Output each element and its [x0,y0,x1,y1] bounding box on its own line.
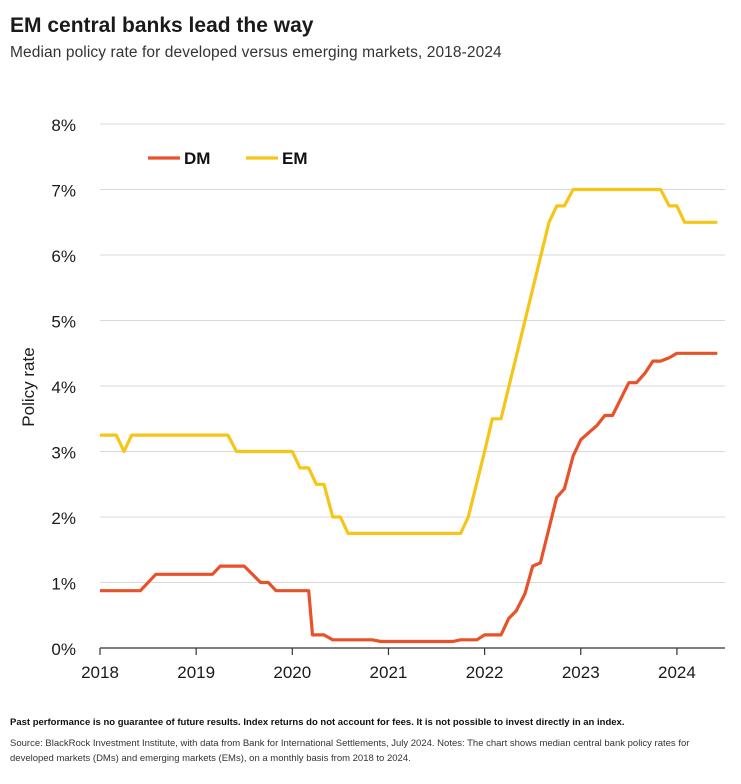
x-tick-label: 2024 [658,663,696,682]
x-axis: 2018 2019 2020 2021 2022 2023 2024 [81,647,725,682]
legend-label-dm: DM [184,149,210,168]
y-tick-label: 7% [51,182,76,201]
legend-label-em: EM [282,149,308,168]
chart-title: EM central banks lead the way [10,14,314,37]
y-tick-label: 2% [51,509,76,528]
legend: DM EM [148,149,308,168]
y-tick-label: 3% [51,444,76,463]
y-tick-label: 6% [51,247,76,266]
x-tick-label: 2020 [273,663,311,682]
x-tick-label: 2022 [466,663,504,682]
series-line-em [100,187,718,535]
y-tick-label: 5% [51,313,76,332]
source-note: Source: BlackRock Investment Institute, … [10,738,690,764]
series-lines [100,187,718,644]
y-axis-label: Policy rate [19,347,38,426]
x-tick-label: 2023 [562,663,600,682]
x-tick-label: 2021 [370,663,408,682]
chart-subtitle: Median policy rate for developed versus … [10,44,502,61]
y-axis-ticks: 0% 1% 2% 3% 4% 5% 6% 7% 8% [51,116,76,659]
y-tick-label: 4% [51,378,76,397]
gridlines [100,123,725,583]
line-chart: 0%1%2%3%4%5%6%7%8% 2018 2019 2020 2021 2022 2… [19,116,725,682]
y-tick-label: 1% [51,575,76,594]
disclaimer-text: Past performance is no guarantee of futu… [10,717,625,728]
x-tick-label: 2018 [81,663,119,682]
y-tick-label: 0% [51,640,76,659]
series-line-dm [100,351,718,644]
x-tick-label: 2019 [177,663,215,682]
y-tick-label: 8% [51,116,76,135]
